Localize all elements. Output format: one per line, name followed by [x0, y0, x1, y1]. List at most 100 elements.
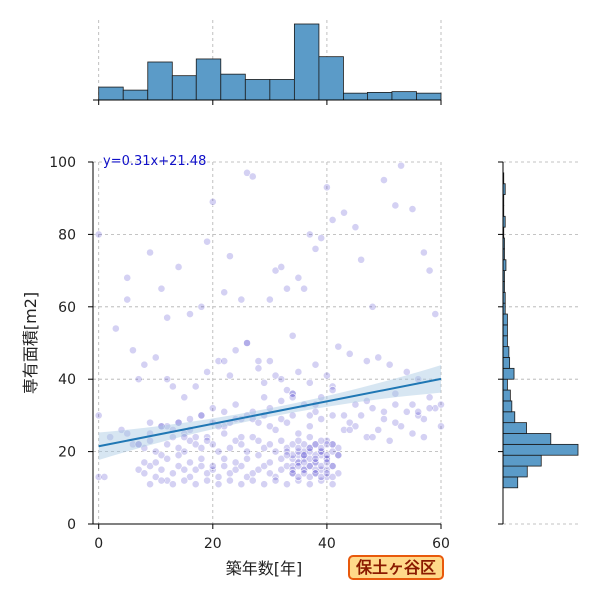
scatter-point [265, 469, 274, 478]
scatter-point [419, 415, 428, 423]
scatter-point [357, 255, 366, 264]
scatter-point [260, 378, 269, 387]
scatter-point [151, 353, 160, 362]
scatter-point [334, 342, 343, 351]
scatter-point [288, 440, 297, 449]
scatter-point [197, 302, 206, 311]
scatter-point [345, 349, 354, 358]
x-histogram-bar [147, 61, 173, 101]
scatter-point [271, 266, 280, 275]
y-histogram-bar [502, 443, 579, 456]
scatter-point [425, 404, 434, 413]
scatter-point [374, 425, 383, 434]
scatter-point [305, 378, 314, 387]
scatter-point [254, 451, 263, 460]
y-histogram-bar [502, 476, 519, 489]
scatter-point [340, 411, 348, 420]
scatter-point [180, 447, 189, 456]
scatter-point [357, 411, 366, 420]
scatter-point [123, 273, 132, 282]
scatter-point [271, 371, 280, 380]
x-tick-label: 40 [318, 536, 336, 552]
scatter-point [243, 454, 251, 463]
scatter-point [174, 462, 183, 470]
scatter-point [317, 436, 326, 445]
scatter-point [208, 462, 217, 470]
scatter-point [311, 469, 320, 478]
scatter-point [163, 422, 172, 431]
y-histogram-bar [502, 346, 510, 358]
scatter-point [163, 440, 172, 449]
scatter-point [277, 465, 286, 474]
scatter-point [254, 418, 263, 427]
scatter-point [323, 440, 331, 449]
y-histogram-bar [502, 378, 508, 391]
scatter-point [214, 473, 223, 481]
scatter-point [123, 295, 132, 304]
y-tick-label: 80 [58, 227, 76, 243]
scatter-panel: 0 20 40 60 0 20 40 60 80 100 [49, 155, 450, 552]
y-histogram-bar [502, 357, 511, 369]
scatter-point [129, 440, 137, 449]
x-tick-label: 20 [204, 536, 222, 552]
scatter-point [226, 371, 234, 380]
scatter-point [140, 444, 149, 452]
scatter-point [362, 357, 371, 365]
x-histogram-bar [318, 56, 344, 101]
scatter-point [408, 400, 417, 409]
scatter-point [385, 436, 394, 445]
ward-badge: 保土ヶ谷区 [348, 555, 444, 580]
scatter-point [277, 397, 286, 405]
scatter-point [214, 357, 223, 365]
scatter-point [129, 346, 137, 355]
scatter-point [368, 404, 377, 413]
scatter-point [180, 393, 189, 402]
scatter-point [231, 458, 240, 467]
scatter-point [351, 422, 360, 431]
scatter-point [408, 205, 417, 213]
scatter-point [391, 389, 400, 398]
scatter-point [186, 458, 194, 467]
scatter-point [305, 480, 314, 489]
scatter-point [294, 429, 303, 438]
scatter-point [300, 284, 308, 293]
scatter-point [265, 295, 274, 304]
scatter-point [260, 462, 269, 470]
scatter-point [311, 360, 320, 369]
scatter-point [431, 310, 440, 318]
scatter-point [317, 462, 326, 470]
scatter-point [317, 415, 326, 423]
scatter-point [220, 454, 229, 463]
y-histogram-bar [502, 411, 516, 424]
scatter-point [265, 422, 274, 431]
scatter-point [328, 440, 337, 449]
x-histogram-bar [244, 79, 271, 101]
scatter-point [186, 436, 194, 445]
x-histogram-bar [367, 92, 393, 101]
scatter-point [243, 473, 251, 481]
scatter-point [191, 465, 200, 474]
scatter-point [277, 415, 286, 423]
scatter-point [402, 368, 411, 376]
scatter-point [288, 469, 297, 478]
scatter-point [391, 400, 400, 409]
scatter-point [271, 425, 280, 434]
scatter-point [283, 462, 291, 470]
scatter-point [283, 386, 291, 394]
scatter-point [294, 462, 303, 470]
scatter-point [271, 447, 280, 456]
scatter-point [220, 407, 229, 416]
scatter-point [163, 313, 172, 322]
scatter-point [391, 418, 400, 427]
scatter-point [208, 197, 217, 206]
x-tick-label: 60 [432, 536, 450, 552]
x-histogram-bar [293, 23, 320, 101]
scatter-point [174, 263, 183, 271]
scatter-point [305, 230, 314, 239]
x-histogram-bar [195, 58, 222, 101]
scatter-point [254, 465, 263, 474]
scatter-point [340, 208, 348, 217]
scatter-point [248, 172, 257, 181]
scatter-point [208, 440, 217, 449]
scatter-point [385, 360, 394, 369]
